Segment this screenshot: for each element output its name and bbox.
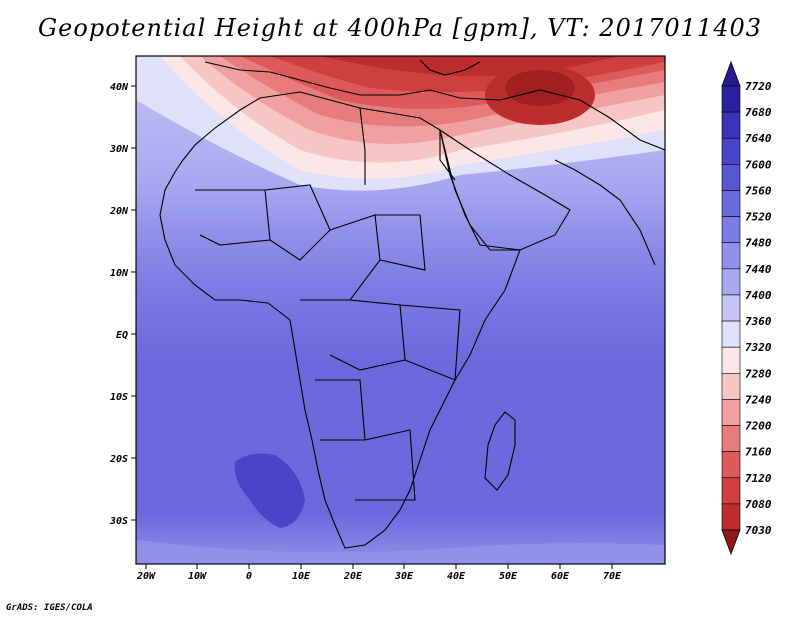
colorbar-label: 7440	[745, 263, 772, 276]
colorbar-label: 7680	[745, 106, 772, 119]
latitude-axis: 40N 30N 20N 10N EQ 10S 20S 30S	[109, 82, 136, 527]
colorbar-segment	[721, 111, 741, 139]
lon-tick-label: 70E	[603, 571, 622, 582]
lat-tick-label: EQ	[116, 330, 128, 341]
colorbar-label: 7400	[745, 289, 772, 302]
colorbar-segment	[721, 503, 741, 531]
colorbar-label: 7520	[745, 211, 772, 224]
colorbar-segment	[721, 85, 741, 113]
chart-title: Geopotential Height at 400hPa [gpm], VT:…	[38, 14, 762, 42]
lat-tick-label: 40N	[110, 82, 129, 93]
colorbar-label: 7200	[745, 420, 772, 433]
lat-tick-label: 30N	[109, 144, 129, 155]
colorbar-segment	[721, 346, 741, 374]
lon-tick-label: 30E	[394, 571, 414, 582]
lon-tick-label: 50E	[499, 571, 518, 582]
colorbar-segment	[721, 372, 741, 400]
colorbar-label: 7640	[745, 132, 772, 145]
colorbar: 7720 7680 7640 7600 7560 7520 7480 7440 7400 7360…	[721, 60, 772, 556]
colorbar-label: 7030	[745, 524, 772, 537]
colorbar-segment	[721, 399, 741, 426]
colorbar-segment	[721, 164, 741, 191]
colorbar-segment	[721, 216, 741, 244]
coastlines	[159, 59, 665, 549]
colorbar-label: 7320	[745, 341, 772, 354]
lat-tick-label: 10S	[110, 392, 128, 403]
colorbar-top-arrow	[721, 60, 741, 87]
lat-tick-label: 20N	[109, 206, 129, 217]
lat-tick-label: 10N	[110, 268, 129, 279]
colorbar-segment	[721, 268, 741, 296]
colorbar-label: 7360	[745, 315, 772, 328]
colorbar-segment	[721, 451, 741, 479]
colorbar-segment	[721, 137, 741, 165]
lon-tick-label: 20E	[343, 571, 363, 582]
colorbar-label: 7600	[745, 158, 772, 171]
colorbar-segment	[721, 425, 741, 452]
lon-tick-label: 40E	[447, 571, 466, 582]
lat-tick-label: 20S	[109, 454, 128, 465]
lon-tick-label: 10E	[292, 571, 311, 582]
colorbar-label: 7280	[745, 367, 772, 380]
lat-tick-label: 30S	[109, 516, 128, 527]
colorbar-segment	[721, 320, 741, 348]
colorbar-label: 7120	[745, 472, 772, 485]
lon-tick-label: 60E	[551, 571, 570, 582]
colorbar-label: 7240	[745, 393, 772, 406]
colorbar-segment	[721, 242, 741, 270]
lon-tick-label: 10W	[188, 571, 207, 582]
footer-credit: GrADS: IGES/COLA	[6, 603, 93, 613]
colorbar-segment	[721, 477, 741, 505]
colorbar-label: 7560	[745, 184, 772, 197]
lon-tick-label: 0	[246, 571, 252, 582]
colorbar-label: 7480	[745, 237, 772, 250]
lon-tick-label: 20W	[136, 571, 156, 582]
longitude-axis: 20W 10W 0 10E 20E 30E 40E 50E 60E 70E	[136, 564, 622, 582]
plot-frame	[135, 55, 666, 565]
colorbar-label: 7720	[745, 80, 772, 93]
colorbar-bottom-arrow	[721, 529, 741, 556]
colorbar-segment	[721, 190, 741, 217]
colorbar-label: 7160	[745, 446, 772, 459]
colorbar-segment	[721, 294, 741, 322]
colorbar-label: 7080	[745, 498, 772, 511]
